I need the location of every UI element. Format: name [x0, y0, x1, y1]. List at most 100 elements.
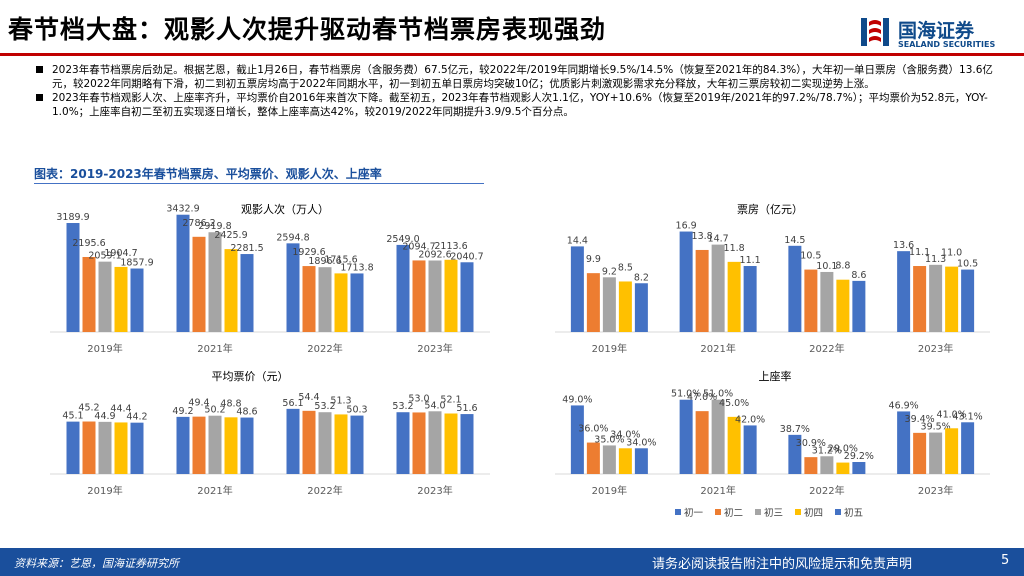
bar-初四 [444, 413, 458, 474]
data-label: 1857.9 [120, 258, 153, 269]
data-label: 11.8 [724, 243, 745, 254]
footer-bar [0, 548, 1024, 576]
legend-swatch [755, 509, 761, 515]
legend-swatch [795, 509, 801, 515]
legend-label: 初五 [844, 507, 863, 519]
data-label: 14.7 [708, 234, 729, 245]
bar-初二 [302, 266, 316, 332]
company-logo: 国海证券 SEALAND SECURITIES [860, 14, 1010, 52]
sealand-logo-icon [861, 18, 889, 46]
bar-初四 [114, 422, 128, 474]
data-label: 53.0 [408, 393, 429, 404]
bar-初五 [852, 280, 866, 332]
bar-初三 [208, 415, 222, 474]
bar-初三 [820, 456, 834, 474]
bar-初三 [602, 277, 616, 332]
legend-label: 初一 [684, 507, 704, 519]
bar-初五 [743, 425, 757, 474]
bar-初五 [460, 414, 474, 474]
data-label: 10.5 [957, 259, 978, 270]
bar-初一 [897, 411, 911, 474]
category-label: 2022年 [307, 342, 342, 355]
data-label: 48.6 [236, 407, 257, 418]
bar-初五 [130, 268, 144, 332]
data-label: 10.1 [816, 261, 837, 272]
bar-初二 [82, 256, 96, 332]
bar-初二 [695, 411, 709, 474]
category-label: 2022年 [809, 484, 844, 497]
bar-初一 [788, 245, 802, 332]
chart-title: 观影人次（万人） [241, 202, 329, 216]
chart-avg-price: 平均票价（元） 2019年 45.145.244.944.444.2 2021年 49.… [50, 370, 490, 497]
bar-初三 [711, 399, 725, 474]
data-label: 2919.8 [198, 221, 231, 232]
legend-swatch [675, 509, 681, 515]
bar-初一 [176, 416, 190, 474]
data-label: 51.0% [671, 389, 701, 400]
bar-初二 [586, 442, 600, 474]
logo-text: 国海证券 [898, 20, 975, 42]
data-label: 2059.1 [88, 251, 121, 262]
bar-初二 [82, 421, 96, 474]
data-label: 2092.6 [418, 250, 451, 261]
data-label: 44.2 [126, 412, 147, 423]
category-label: 2023年 [918, 342, 953, 355]
chart-title: 上座率 [759, 369, 792, 383]
category-label: 2023年 [417, 484, 452, 497]
data-label: 2113.6 [434, 241, 467, 252]
bar-初三 [428, 260, 442, 332]
data-label: 11.3 [925, 254, 946, 265]
page-title: 春节档大盘：观影人次提升驱动春节档票房表现强劲 [8, 15, 607, 44]
data-label: 41.0% [937, 409, 967, 420]
bar-初一 [570, 246, 584, 332]
category-label: 2022年 [809, 342, 844, 355]
bar-初三 [318, 412, 332, 474]
data-label: 49.0% [562, 394, 592, 405]
data-label: 14.4 [567, 235, 588, 246]
data-label: 38.7% [780, 424, 810, 435]
bar-初二 [804, 457, 818, 474]
bar-初三 [208, 232, 222, 332]
category-label: 2019年 [87, 484, 122, 497]
category-label: 2021年 [700, 484, 735, 497]
bar-初四 [224, 417, 238, 474]
data-label: 2549.0 [386, 234, 419, 245]
bar-初二 [302, 410, 316, 474]
category-label: 2019年 [592, 484, 627, 497]
data-label: 1713.8 [340, 262, 373, 273]
data-label: 9.2 [602, 266, 617, 277]
data-label: 45.1 [62, 411, 83, 422]
data-label: 2425.9 [214, 230, 247, 241]
data-label: 50.3 [346, 405, 367, 416]
bar-初四 [224, 249, 238, 332]
bar-初五 [240, 254, 254, 332]
data-label: 46.9% [889, 400, 919, 411]
bar-初四 [836, 279, 850, 332]
data-label: 36.0% [578, 424, 608, 435]
data-label: 53.2 [392, 401, 413, 412]
data-label: 10.5 [800, 251, 821, 262]
bar-初五 [460, 262, 474, 332]
bar-初五 [350, 273, 364, 332]
data-label: 9.9 [586, 254, 601, 265]
category-label: 2021年 [700, 342, 735, 355]
data-label: 30.9% [796, 438, 826, 449]
data-label: 29.2% [844, 451, 874, 462]
bar-初四 [114, 266, 128, 332]
data-label: 29.0% [828, 444, 858, 455]
footer-source: 资料来源：艺恩，国海证券研究所 [14, 557, 179, 570]
bar-初五 [350, 415, 364, 474]
category-label: 2023年 [918, 484, 953, 497]
bullet-box-office: 2023年春节档票房后劲足。根据艺恩，截止1月26日，春节档票房（含服务费）67… [34, 63, 994, 91]
category-label: 2022年 [307, 484, 342, 497]
data-label: 51.0% [703, 389, 733, 400]
bar-初五 [852, 462, 866, 474]
data-label: 48.8 [220, 398, 241, 409]
legend-swatch [835, 509, 841, 515]
chart-title: 票房（亿元） [737, 203, 803, 216]
data-label: 8.2 [634, 272, 649, 283]
bar-初二 [586, 273, 600, 332]
bar-初三 [318, 267, 332, 332]
bar-初四 [334, 273, 348, 332]
bar-初四 [945, 266, 959, 332]
